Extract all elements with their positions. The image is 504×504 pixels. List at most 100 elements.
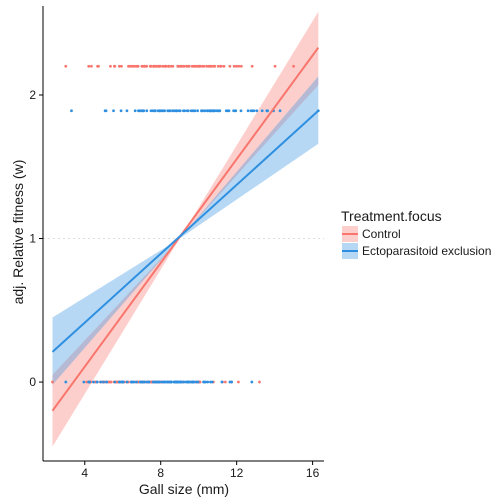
data-point	[87, 380, 91, 384]
data-point	[122, 380, 125, 384]
data-point	[210, 109, 214, 113]
y-tick-label: 0	[29, 375, 36, 389]
data-point	[292, 64, 296, 68]
data-point	[168, 380, 172, 384]
fit-lines	[51, 47, 320, 412]
data-point	[152, 64, 156, 68]
y-axis-ticks: 0 1 2	[29, 88, 43, 389]
data-point	[220, 380, 224, 384]
y-axis-title: adj. Relative fitness (w)	[10, 160, 26, 305]
data-point	[168, 109, 172, 113]
data-point	[260, 109, 264, 113]
data-point	[219, 64, 223, 68]
data-point	[206, 380, 210, 384]
data-point	[104, 109, 108, 113]
data-point	[249, 109, 253, 113]
data-point	[125, 109, 129, 113]
data-point	[142, 380, 146, 384]
data-point	[175, 380, 179, 384]
data-point	[278, 109, 282, 113]
data-point	[218, 109, 221, 113]
data-point	[252, 109, 256, 113]
data-points	[51, 64, 320, 384]
x-tick-label: 8	[157, 466, 164, 480]
data-point	[157, 109, 161, 113]
confidence-band	[52, 76, 319, 385]
data-point	[162, 109, 166, 113]
data-point	[255, 109, 259, 113]
data-point	[246, 109, 250, 113]
data-point	[182, 380, 186, 384]
data-point	[64, 380, 68, 384]
data-point	[109, 380, 113, 384]
data-point	[145, 109, 149, 113]
data-point	[105, 380, 109, 384]
data-point	[250, 64, 254, 68]
data-point	[197, 64, 201, 68]
data-point	[200, 109, 203, 113]
data-point	[102, 380, 105, 384]
data-point	[171, 109, 175, 113]
data-point	[203, 109, 206, 113]
data-point	[193, 64, 197, 68]
x-axis-ticks: 4 8 12 16	[81, 461, 320, 480]
data-point	[189, 380, 193, 384]
data-point	[178, 64, 182, 68]
data-point	[120, 64, 123, 68]
data-point	[119, 109, 123, 113]
data-point	[152, 380, 156, 384]
data-point	[153, 109, 157, 113]
data-point	[113, 380, 117, 384]
x-axis-title: Gall size (mm)	[139, 481, 229, 497]
data-point	[51, 380, 54, 384]
data-point	[250, 380, 254, 384]
data-point	[171, 64, 175, 68]
data-point	[143, 64, 147, 68]
data-point	[82, 380, 86, 384]
data-point	[237, 380, 240, 384]
data-point	[228, 64, 232, 68]
data-point	[213, 109, 217, 113]
data-point	[175, 109, 178, 113]
data-point	[222, 64, 226, 68]
confidence-band	[52, 11, 319, 447]
legend-title: Treatment.focus	[341, 208, 442, 224]
data-point	[223, 380, 227, 384]
data-point	[177, 380, 181, 384]
data-point	[186, 380, 190, 384]
data-point	[125, 380, 129, 384]
data-point	[216, 64, 220, 68]
data-point	[133, 109, 137, 113]
data-point	[204, 380, 207, 384]
data-point	[135, 380, 138, 384]
data-point	[95, 380, 99, 384]
legend-label: Ectoparasitoid exclusion	[362, 244, 491, 258]
data-point	[157, 64, 161, 68]
data-point	[149, 109, 153, 113]
data-point	[273, 64, 277, 68]
data-point	[201, 64, 205, 68]
data-point	[233, 109, 237, 113]
data-point	[207, 109, 211, 113]
data-point	[160, 380, 164, 384]
data-point	[258, 380, 261, 384]
y-tick-label: 2	[29, 88, 36, 102]
data-point	[64, 64, 68, 68]
data-point	[166, 109, 170, 113]
data-point	[132, 380, 136, 384]
data-point	[157, 380, 161, 384]
data-point	[193, 109, 197, 113]
y-tick-label: 1	[29, 232, 36, 246]
data-point	[117, 64, 121, 68]
data-point	[137, 109, 140, 113]
data-point	[237, 64, 241, 68]
legend-label: Control	[362, 227, 401, 241]
data-point	[182, 64, 186, 68]
x-tick-label: 4	[81, 466, 88, 480]
data-point	[160, 109, 163, 113]
data-point	[235, 64, 238, 68]
data-point	[165, 380, 169, 384]
data-point	[112, 109, 115, 113]
data-point	[239, 64, 243, 68]
